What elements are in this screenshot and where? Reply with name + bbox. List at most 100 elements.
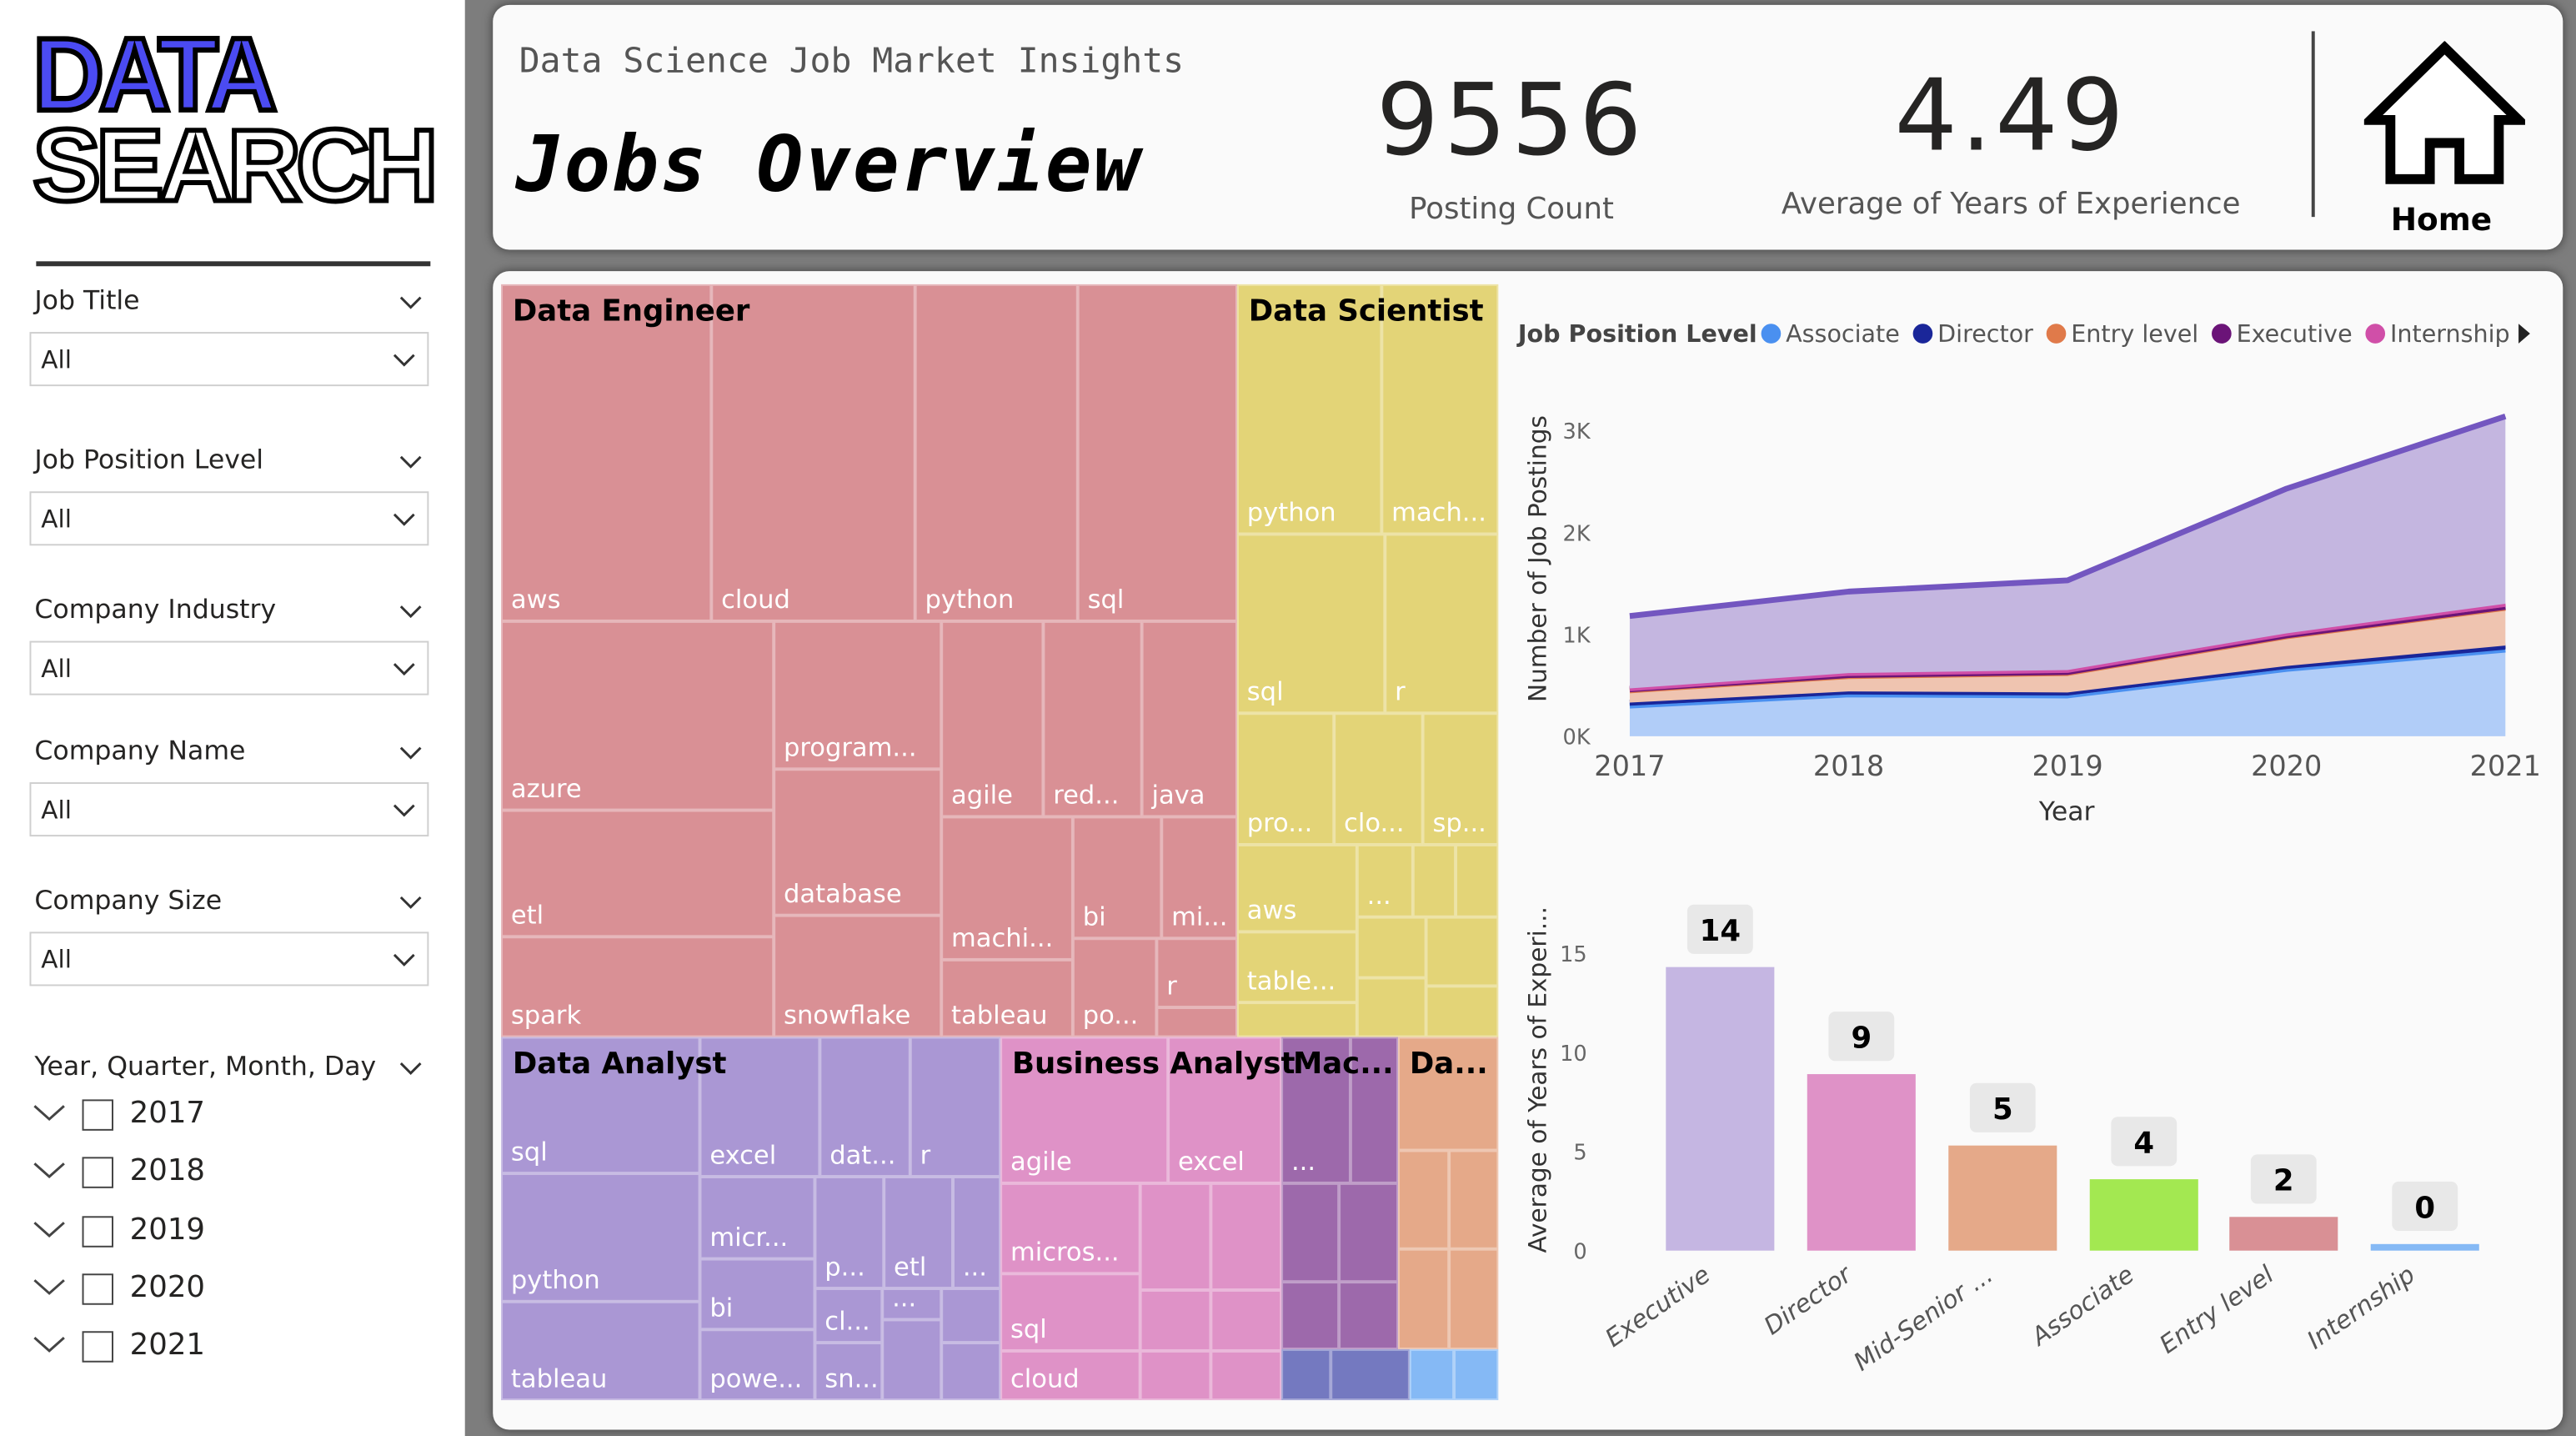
treemap-tile[interactable]: mach... bbox=[1381, 284, 1499, 535]
treemap-tile[interactable] bbox=[1281, 1182, 1340, 1283]
treemap-tile[interactable]: excel bbox=[699, 1037, 820, 1177]
treemap-tile[interactable]: python bbox=[915, 284, 1078, 621]
bar-executive[interactable] bbox=[1666, 967, 1775, 1251]
year-checkbox[interactable] bbox=[82, 1099, 113, 1131]
treemap-tile[interactable] bbox=[1356, 916, 1426, 978]
treemap-tile[interactable] bbox=[1426, 916, 1499, 987]
expand-chevron-icon[interactable] bbox=[33, 1275, 65, 1298]
treemap-tile[interactable]: micr... bbox=[699, 1177, 815, 1259]
legend-item[interactable]: Executive bbox=[2212, 319, 2353, 348]
treemap-tile[interactable]: ... bbox=[1356, 844, 1413, 917]
treemap-tile[interactable]: po... bbox=[1072, 938, 1157, 1037]
bar-mid-senior-[interactable] bbox=[1948, 1145, 2057, 1251]
treemap-tile[interactable]: azure bbox=[501, 620, 774, 811]
bar-internship[interactable] bbox=[2370, 1243, 2479, 1251]
treemap-tile[interactable]: pro... bbox=[1236, 713, 1335, 845]
area-series-other[interactable] bbox=[1629, 416, 2506, 689]
treemap-tile[interactable] bbox=[1140, 1182, 1211, 1290]
treemap-tile[interactable]: python bbox=[1236, 284, 1382, 535]
treemap-tile[interactable]: tableau bbox=[501, 1301, 700, 1401]
treemap-tile[interactable]: sql bbox=[501, 1037, 700, 1174]
treemap-tile[interactable]: micros... bbox=[1000, 1182, 1140, 1274]
treemap-tile[interactable] bbox=[1210, 1289, 1282, 1351]
treemap-tile[interactable] bbox=[1454, 1348, 1499, 1401]
expand-chevron-icon[interactable] bbox=[33, 1217, 65, 1240]
treemap-tile[interactable]: dat... bbox=[819, 1037, 910, 1177]
year-checkbox[interactable] bbox=[82, 1331, 113, 1363]
legend-item[interactable]: Entry level bbox=[2046, 319, 2199, 348]
treemap-tile[interactable] bbox=[1339, 1282, 1399, 1349]
treemap-tile[interactable]: sn... bbox=[814, 1343, 883, 1401]
treemap-tile[interactable] bbox=[1398, 1248, 1450, 1349]
treemap-tile[interactable] bbox=[1156, 1007, 1237, 1037]
bar-entry-level[interactable] bbox=[2229, 1217, 2338, 1251]
year-item-2019[interactable]: 2019 bbox=[33, 1208, 361, 1257]
legend-item[interactable]: Director bbox=[1912, 319, 2034, 348]
treemap-tile[interactable]: bi bbox=[699, 1258, 815, 1330]
chevron-down-icon[interactable] bbox=[398, 598, 424, 625]
treemap-tile[interactable] bbox=[1456, 844, 1499, 917]
treemap-tile[interactable] bbox=[882, 1319, 942, 1401]
treemap-tile[interactable]: etl bbox=[501, 810, 774, 937]
job-position-level-dropdown[interactable]: All bbox=[29, 491, 429, 546]
treemap-tile[interactable]: java bbox=[1141, 620, 1237, 817]
treemap-tile[interactable]: mi... bbox=[1161, 816, 1237, 939]
treemap-tile[interactable]: cloud bbox=[1000, 1350, 1140, 1401]
treemap-tile[interactable]: bi bbox=[1072, 816, 1162, 939]
year-checkbox[interactable] bbox=[82, 1215, 113, 1247]
treemap-tile[interactable]: cloud bbox=[711, 284, 915, 621]
year-item-2020[interactable]: 2020 bbox=[33, 1265, 361, 1314]
chevron-down-icon[interactable] bbox=[398, 289, 424, 316]
expand-chevron-icon[interactable] bbox=[33, 1159, 65, 1182]
chevron-down-icon[interactable] bbox=[398, 449, 424, 475]
treemap-tile[interactable] bbox=[1350, 1037, 1399, 1183]
chevron-down-icon[interactable] bbox=[398, 889, 424, 916]
treemap-tile[interactable] bbox=[1449, 1248, 1499, 1349]
treemap-tile[interactable] bbox=[1281, 1348, 1331, 1401]
home-button[interactable]: Home bbox=[2358, 41, 2525, 248]
treemap-tile[interactable]: agile bbox=[1000, 1037, 1169, 1183]
treemap-tile[interactable]: machi... bbox=[941, 816, 1073, 960]
treemap-tile[interactable]: etl bbox=[884, 1177, 954, 1289]
treemap-tile[interactable]: r bbox=[1156, 938, 1237, 1008]
treemap-tile[interactable] bbox=[941, 1288, 1001, 1343]
treemap-tile[interactable]: clo... bbox=[1334, 713, 1423, 845]
expand-chevron-icon[interactable] bbox=[33, 1101, 65, 1124]
treemap-tile[interactable]: snowflake bbox=[774, 915, 942, 1037]
treemap-tile[interactable] bbox=[1398, 1150, 1450, 1249]
treemap-tile[interactable]: r bbox=[1385, 534, 1499, 714]
treemap-tile[interactable] bbox=[1426, 986, 1499, 1037]
chevron-down-icon[interactable] bbox=[398, 1055, 424, 1082]
treemap-tile[interactable]: spark bbox=[501, 936, 774, 1037]
treemap-tile[interactable]: ... bbox=[953, 1177, 1001, 1289]
treemap-tile[interactable] bbox=[1140, 1289, 1211, 1351]
treemap-tile[interactable] bbox=[1449, 1150, 1499, 1249]
treemap-tile[interactable]: excel bbox=[1168, 1037, 1282, 1183]
treemap-tile[interactable]: p... bbox=[814, 1177, 885, 1289]
treemap-tile[interactable] bbox=[1409, 1348, 1455, 1401]
company-size-dropdown[interactable]: All bbox=[29, 931, 429, 987]
job-title-dropdown[interactable]: All bbox=[29, 332, 429, 387]
year-item-2018[interactable]: 2018 bbox=[33, 1149, 361, 1198]
treemap-tile[interactable] bbox=[1236, 1002, 1357, 1037]
treemap-tile[interactable]: sql bbox=[1077, 284, 1237, 621]
treemap-tile[interactable]: powe... bbox=[699, 1329, 815, 1401]
chevron-down-icon[interactable] bbox=[398, 740, 424, 766]
treemap-tile[interactable]: aws bbox=[1236, 844, 1357, 932]
treemap-tile[interactable]: red... bbox=[1043, 620, 1142, 817]
year-checkbox[interactable] bbox=[82, 1157, 113, 1189]
treemap-tile[interactable] bbox=[1398, 1037, 1499, 1151]
treemap-tile[interactable]: python bbox=[501, 1173, 700, 1302]
treemap-tile[interactable]: r bbox=[910, 1037, 1001, 1177]
treemap-tile[interactable]: table... bbox=[1236, 931, 1357, 1003]
treemap-tile[interactable]: aws bbox=[501, 284, 712, 621]
treemap-tile[interactable]: tableau bbox=[941, 959, 1073, 1037]
bar-associate[interactable] bbox=[2089, 1179, 2198, 1251]
year-checkbox[interactable] bbox=[82, 1273, 113, 1305]
treemap-tile[interactable] bbox=[1210, 1182, 1282, 1290]
company-industry-dropdown[interactable]: All bbox=[29, 640, 429, 695]
treemap-tile[interactable]: database bbox=[774, 769, 942, 916]
treemap-tile[interactable]: sql bbox=[1000, 1273, 1140, 1351]
treemap-tile[interactable]: program... bbox=[774, 620, 942, 770]
treemap-tile[interactable] bbox=[1331, 1348, 1410, 1401]
